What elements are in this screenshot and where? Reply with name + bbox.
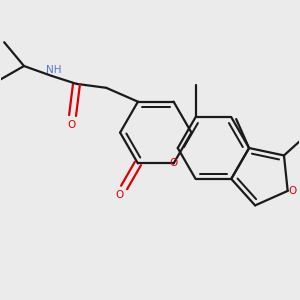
Text: O: O [289,186,297,196]
Text: O: O [116,190,124,200]
Text: O: O [169,158,178,169]
Text: O: O [68,121,76,130]
Text: NH: NH [46,65,62,75]
